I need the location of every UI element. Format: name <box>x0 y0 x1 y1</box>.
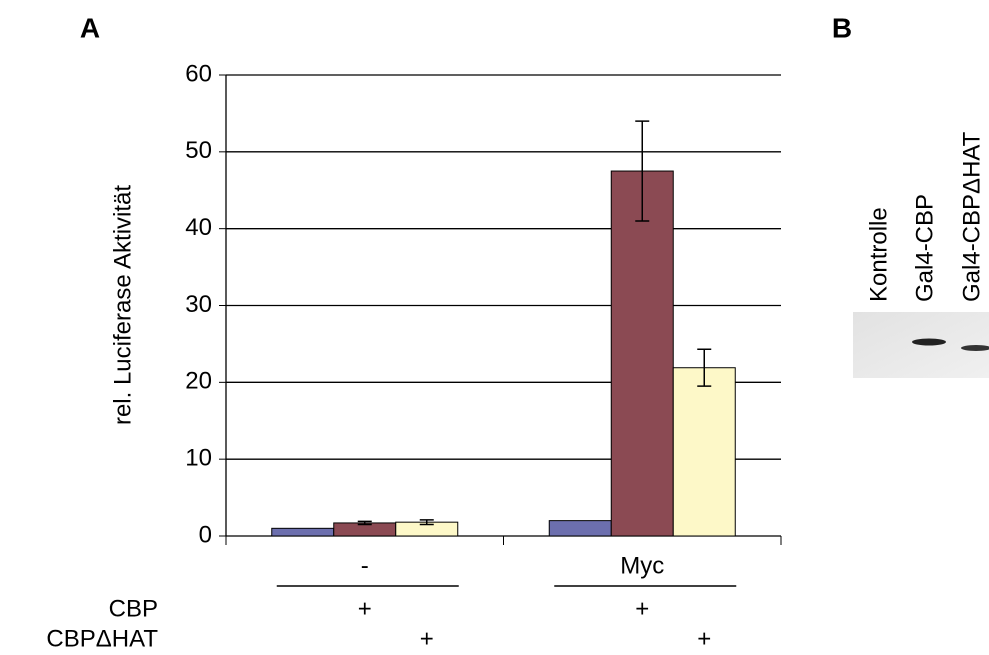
y-tick-label: 60 <box>185 60 212 87</box>
condition-sign: + <box>697 625 711 652</box>
lane-label: Gal4-CBP <box>911 194 938 302</box>
bar <box>272 528 334 536</box>
y-tick-label: 20 <box>185 368 212 395</box>
condition-sign: + <box>420 625 434 652</box>
panel-label: A <box>80 12 100 43</box>
condition-sign: + <box>358 595 372 622</box>
x-tick-label: - <box>361 552 369 579</box>
bar <box>549 521 611 536</box>
y-tick-label: 30 <box>185 291 212 318</box>
lane-label: Kontrolle <box>865 207 892 302</box>
condition-sign: + <box>635 595 649 622</box>
bar <box>611 171 673 536</box>
y-tick-label: 10 <box>185 445 212 472</box>
condition-label: CBPΔHAT <box>46 625 158 652</box>
lane-label: Gal4-CBPΔHAT <box>958 131 985 302</box>
y-tick-label: 0 <box>199 521 212 548</box>
blot-band <box>912 339 946 346</box>
figure: A B rel. Luciferase Aktivität 0 10 20 30 40 5… <box>0 0 989 655</box>
y-tick-label: 50 <box>185 137 212 164</box>
y-axis-label: rel. Luciferase Aktivität <box>109 185 136 425</box>
bar <box>673 368 735 536</box>
y-tick-label: 40 <box>185 214 212 241</box>
x-tick-label: Myc <box>620 552 664 579</box>
condition-label: CBP <box>109 595 158 622</box>
panel-label: B <box>832 12 852 43</box>
